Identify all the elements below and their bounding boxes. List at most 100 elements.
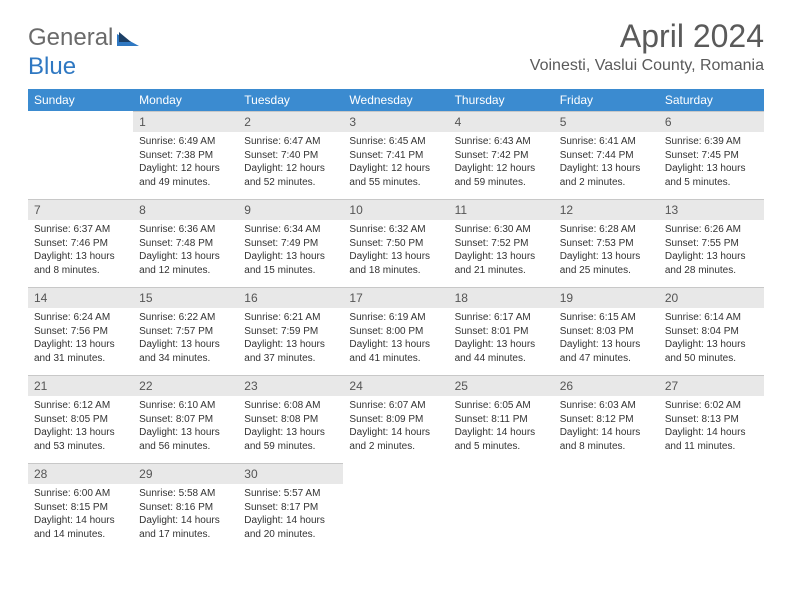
day-number: 19	[554, 287, 659, 308]
logo-text-blue: Blue	[28, 53, 76, 80]
sunrise-line: Sunrise: 6:08 AM	[244, 399, 337, 413]
calendar-week-row: 21Sunrise: 6:12 AMSunset: 8:05 PMDayligh…	[28, 375, 764, 463]
day-number: 18	[449, 287, 554, 308]
day-details: Sunrise: 5:58 AMSunset: 8:16 PMDaylight:…	[133, 484, 238, 547]
calendar-cell: 18Sunrise: 6:17 AMSunset: 8:01 PMDayligh…	[449, 287, 554, 375]
calendar-cell	[554, 463, 659, 551]
sunset-line: Sunset: 8:12 PM	[560, 413, 653, 427]
sunrise-line: Sunrise: 6:10 AM	[139, 399, 232, 413]
day-number: 30	[238, 463, 343, 484]
day-number: 16	[238, 287, 343, 308]
sunset-line: Sunset: 7:41 PM	[349, 149, 442, 163]
sunset-line: Sunset: 7:44 PM	[560, 149, 653, 163]
daylight-line: Daylight: 13 hours and 25 minutes.	[560, 250, 653, 277]
sunset-line: Sunset: 7:49 PM	[244, 237, 337, 251]
weekday-header: Monday	[133, 89, 238, 111]
daylight-line: Daylight: 13 hours and 12 minutes.	[139, 250, 232, 277]
sunset-line: Sunset: 8:05 PM	[34, 413, 127, 427]
day-number: 4	[449, 111, 554, 132]
day-number: 14	[28, 287, 133, 308]
calendar-cell: 23Sunrise: 6:08 AMSunset: 8:08 PMDayligh…	[238, 375, 343, 463]
calendar-cell: 22Sunrise: 6:10 AMSunset: 8:07 PMDayligh…	[133, 375, 238, 463]
day-details: Sunrise: 6:34 AMSunset: 7:49 PMDaylight:…	[238, 220, 343, 283]
day-details: Sunrise: 5:57 AMSunset: 8:17 PMDaylight:…	[238, 484, 343, 547]
day-details: Sunrise: 6:43 AMSunset: 7:42 PMDaylight:…	[449, 132, 554, 195]
weekday-header-row: SundayMondayTuesdayWednesdayThursdayFrid…	[28, 89, 764, 111]
daylight-line: Daylight: 13 hours and 2 minutes.	[560, 162, 653, 189]
day-number: 5	[554, 111, 659, 132]
calendar-cell: 27Sunrise: 6:02 AMSunset: 8:13 PMDayligh…	[659, 375, 764, 463]
daylight-line: Daylight: 13 hours and 59 minutes.	[244, 426, 337, 453]
sunset-line: Sunset: 7:55 PM	[665, 237, 758, 251]
calendar-cell: 28Sunrise: 6:00 AMSunset: 8:15 PMDayligh…	[28, 463, 133, 551]
day-number: 6	[659, 111, 764, 132]
day-number: 23	[238, 375, 343, 396]
sunset-line: Sunset: 7:42 PM	[455, 149, 548, 163]
calendar-cell: 17Sunrise: 6:19 AMSunset: 8:00 PMDayligh…	[343, 287, 448, 375]
day-number: 8	[133, 199, 238, 220]
sunrise-line: Sunrise: 6:03 AM	[560, 399, 653, 413]
day-details: Sunrise: 6:03 AMSunset: 8:12 PMDaylight:…	[554, 396, 659, 459]
sunset-line: Sunset: 8:17 PM	[244, 501, 337, 515]
daylight-line: Daylight: 13 hours and 53 minutes.	[34, 426, 127, 453]
day-number: 9	[238, 199, 343, 220]
calendar-cell: 26Sunrise: 6:03 AMSunset: 8:12 PMDayligh…	[554, 375, 659, 463]
calendar-cell: 5Sunrise: 6:41 AMSunset: 7:44 PMDaylight…	[554, 111, 659, 199]
calendar-cell	[449, 463, 554, 551]
calendar-cell	[659, 463, 764, 551]
day-number: 22	[133, 375, 238, 396]
day-number: 12	[554, 199, 659, 220]
sunrise-line: Sunrise: 6:02 AM	[665, 399, 758, 413]
calendar-cell: 7Sunrise: 6:37 AMSunset: 7:46 PMDaylight…	[28, 199, 133, 287]
day-number: 10	[343, 199, 448, 220]
calendar-cell: 9Sunrise: 6:34 AMSunset: 7:49 PMDaylight…	[238, 199, 343, 287]
calendar-cell: 29Sunrise: 5:58 AMSunset: 8:16 PMDayligh…	[133, 463, 238, 551]
day-number: 11	[449, 199, 554, 220]
day-number: 21	[28, 375, 133, 396]
sunset-line: Sunset: 8:13 PM	[665, 413, 758, 427]
calendar-week-row: 14Sunrise: 6:24 AMSunset: 7:56 PMDayligh…	[28, 287, 764, 375]
day-number: 26	[554, 375, 659, 396]
sunrise-line: Sunrise: 5:57 AM	[244, 487, 337, 501]
day-number: 27	[659, 375, 764, 396]
day-number: 29	[133, 463, 238, 484]
day-number: 20	[659, 287, 764, 308]
day-details: Sunrise: 6:45 AMSunset: 7:41 PMDaylight:…	[343, 132, 448, 195]
sunrise-line: Sunrise: 6:36 AM	[139, 223, 232, 237]
day-details: Sunrise: 6:22 AMSunset: 7:57 PMDaylight:…	[133, 308, 238, 371]
sunset-line: Sunset: 8:01 PM	[455, 325, 548, 339]
sunrise-line: Sunrise: 6:32 AM	[349, 223, 442, 237]
calendar-cell: 11Sunrise: 6:30 AMSunset: 7:52 PMDayligh…	[449, 199, 554, 287]
sunrise-line: Sunrise: 6:26 AM	[665, 223, 758, 237]
calendar-cell: 4Sunrise: 6:43 AMSunset: 7:42 PMDaylight…	[449, 111, 554, 199]
day-details: Sunrise: 6:02 AMSunset: 8:13 PMDaylight:…	[659, 396, 764, 459]
daylight-line: Daylight: 13 hours and 50 minutes.	[665, 338, 758, 365]
sunrise-line: Sunrise: 6:12 AM	[34, 399, 127, 413]
sunrise-line: Sunrise: 6:39 AM	[665, 135, 758, 149]
day-details: Sunrise: 6:26 AMSunset: 7:55 PMDaylight:…	[659, 220, 764, 283]
weekday-header: Saturday	[659, 89, 764, 111]
daylight-line: Daylight: 13 hours and 34 minutes.	[139, 338, 232, 365]
sunrise-line: Sunrise: 6:37 AM	[34, 223, 127, 237]
calendar-cell: 12Sunrise: 6:28 AMSunset: 7:53 PMDayligh…	[554, 199, 659, 287]
daylight-line: Daylight: 13 hours and 47 minutes.	[560, 338, 653, 365]
sunset-line: Sunset: 7:57 PM	[139, 325, 232, 339]
calendar-cell: 20Sunrise: 6:14 AMSunset: 8:04 PMDayligh…	[659, 287, 764, 375]
day-details: Sunrise: 6:08 AMSunset: 8:08 PMDaylight:…	[238, 396, 343, 459]
day-details: Sunrise: 6:36 AMSunset: 7:48 PMDaylight:…	[133, 220, 238, 283]
daylight-line: Daylight: 14 hours and 8 minutes.	[560, 426, 653, 453]
calendar-cell: 19Sunrise: 6:15 AMSunset: 8:03 PMDayligh…	[554, 287, 659, 375]
sunrise-line: Sunrise: 5:58 AM	[139, 487, 232, 501]
calendar-cell	[28, 111, 133, 199]
sunset-line: Sunset: 8:08 PM	[244, 413, 337, 427]
sunset-line: Sunset: 7:59 PM	[244, 325, 337, 339]
day-number: 3	[343, 111, 448, 132]
calendar-cell: 2Sunrise: 6:47 AMSunset: 7:40 PMDaylight…	[238, 111, 343, 199]
calendar-cell: 14Sunrise: 6:24 AMSunset: 7:56 PMDayligh…	[28, 287, 133, 375]
day-number: 24	[343, 375, 448, 396]
sunrise-line: Sunrise: 6:17 AM	[455, 311, 548, 325]
calendar-body: 1Sunrise: 6:49 AMSunset: 7:38 PMDaylight…	[28, 111, 764, 551]
day-details: Sunrise: 6:21 AMSunset: 7:59 PMDaylight:…	[238, 308, 343, 371]
logo-text-general: General	[28, 24, 113, 51]
calendar-cell	[343, 463, 448, 551]
